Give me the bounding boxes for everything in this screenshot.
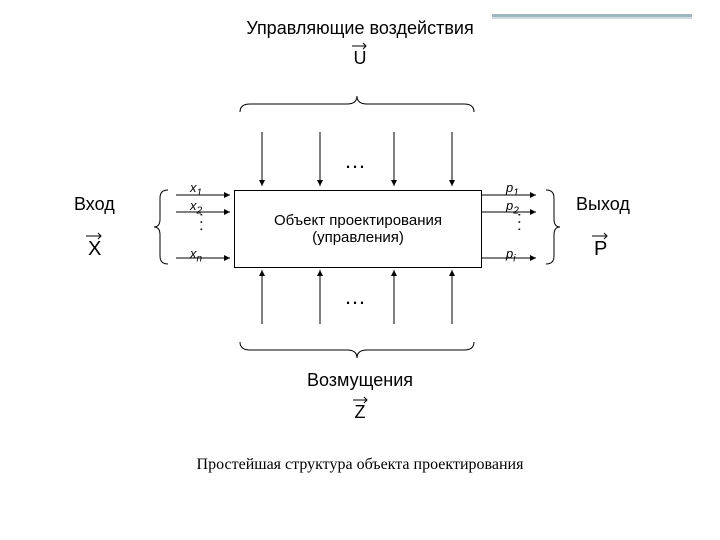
brace-left — [154, 190, 168, 264]
arrows-top — [262, 132, 452, 186]
arrows-left — [176, 195, 230, 258]
brace-right — [546, 190, 560, 264]
arrows-bottom — [262, 270, 452, 324]
arrows-right — [482, 195, 536, 258]
brace-top — [240, 96, 474, 112]
figure-caption: Простейшая структура объекта проектирова… — [0, 456, 720, 474]
brace-bottom — [240, 342, 474, 358]
